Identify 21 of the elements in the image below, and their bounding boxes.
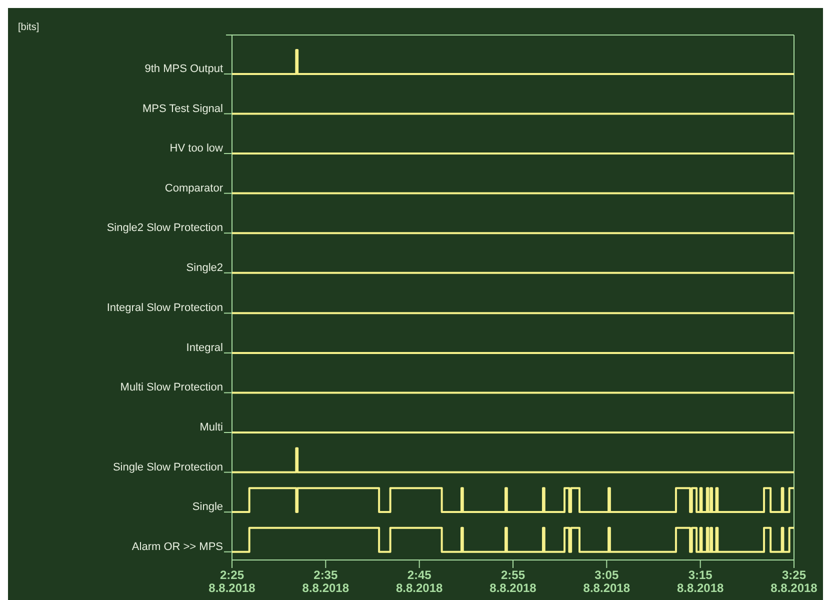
- x-tick-label: 3:05 8.8.2018: [583, 568, 630, 595]
- series-label: HV too low: [170, 142, 224, 155]
- series-label: Single2: [186, 262, 223, 274]
- x-tick-label: 2:55 8.8.2018: [490, 568, 537, 595]
- series-label: Multi Slow Protection: [120, 382, 223, 394]
- x-tick-label: 3:15 8.8.2018: [676, 568, 724, 595]
- series-label: 9th MPS Output: [144, 62, 223, 75]
- series-label: Single: [192, 501, 223, 514]
- x-tick-label: 3:25 8.8.2018: [770, 568, 818, 595]
- series-label: Comparator: [164, 182, 224, 194]
- series-label: MPS Test Signal: [142, 102, 223, 115]
- series-label: Single Slow Protection: [112, 461, 223, 474]
- x-tick-label: 2:35 8.8.2018: [302, 568, 350, 595]
- x-tick-label: 2:25 8.8.2018: [208, 568, 256, 595]
- series-label: Alarm OR >> MPS: [132, 540, 223, 553]
- x-tick-label: 2:45 8.8.2018: [396, 568, 444, 595]
- series-label: Integral Slow Protection: [106, 302, 223, 314]
- text: [bits]: [18, 22, 40, 33]
- series-label: Multi: [200, 422, 223, 434]
- series-label: Single2 Slow Protection: [106, 222, 223, 234]
- series-label: Integral: [186, 342, 223, 354]
